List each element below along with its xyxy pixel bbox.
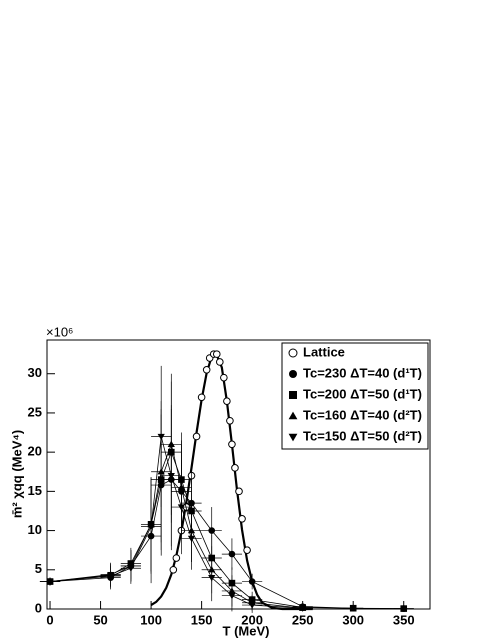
x-tick-label: 250	[292, 612, 314, 627]
legend-label: Tc=230 ΔT=40 (d¹T)	[303, 365, 422, 380]
point	[349, 604, 357, 612]
y-tick-label: 25	[28, 404, 42, 419]
point	[208, 574, 216, 582]
point	[243, 546, 251, 554]
series-line	[50, 479, 404, 610]
point	[228, 440, 236, 449]
legend-label: Tc=150 ΔT=50 (d²T)	[303, 428, 422, 443]
x-axis-label: T (MeV)	[223, 623, 270, 638]
legend-marker	[288, 433, 298, 442]
y-tick-label: 10	[28, 522, 42, 537]
point	[400, 605, 408, 612]
point	[107, 573, 115, 580]
point	[202, 366, 211, 374]
series-line	[49, 450, 404, 610]
point	[197, 393, 206, 402]
point	[299, 605, 307, 612]
point	[167, 473, 175, 480]
x-tick-label: 200	[241, 612, 263, 627]
point	[238, 515, 246, 523]
x-tick-label: 50	[93, 612, 107, 627]
point	[228, 593, 236, 600]
point	[216, 358, 224, 366]
point	[220, 373, 228, 382]
point	[228, 550, 236, 558]
y-tick-label: 20	[28, 444, 42, 459]
legend-label: Tc=160 ΔT=40 (d²T)	[303, 407, 422, 422]
x-tick-label: 350	[393, 612, 415, 627]
point	[212, 350, 221, 358]
multiplier: ×10⁶	[46, 324, 73, 339]
point	[172, 554, 181, 562]
plot-frame	[46, 339, 431, 610]
point	[169, 565, 178, 574]
point	[177, 504, 186, 511]
point	[187, 535, 196, 543]
point	[226, 416, 234, 425]
point	[223, 397, 231, 405]
point	[192, 432, 201, 441]
y-axis-label: m̄² χqq (MeV⁴)	[9, 430, 24, 518]
point	[46, 578, 54, 586]
y-tick-label: 15	[28, 483, 42, 498]
series-line	[49, 436, 303, 609]
y-tick-label: 30	[28, 365, 42, 380]
legend-marker	[289, 370, 297, 378]
y-tick-label: 5	[35, 561, 42, 576]
legend-box	[281, 342, 429, 450]
point	[147, 524, 155, 531]
point	[235, 487, 243, 496]
x-tick-label: 300	[342, 612, 364, 627]
point	[248, 602, 256, 609]
x-tick-label: 150	[191, 612, 213, 627]
legend-marker	[289, 391, 297, 399]
point	[208, 527, 216, 534]
y-tick-label: 0	[35, 600, 42, 615]
point	[127, 565, 135, 572]
x-tick-label: 100	[140, 612, 162, 627]
legend-marker	[288, 348, 298, 358]
series-line	[49, 442, 303, 609]
legend-marker	[288, 411, 298, 420]
x-tick-label: 0	[46, 612, 53, 627]
point	[231, 464, 239, 472]
point	[248, 578, 256, 585]
legend-label: Tc=200 ΔT=50 (d¹T)	[303, 386, 422, 401]
legend-label: Lattice	[303, 344, 345, 359]
point	[157, 433, 165, 441]
